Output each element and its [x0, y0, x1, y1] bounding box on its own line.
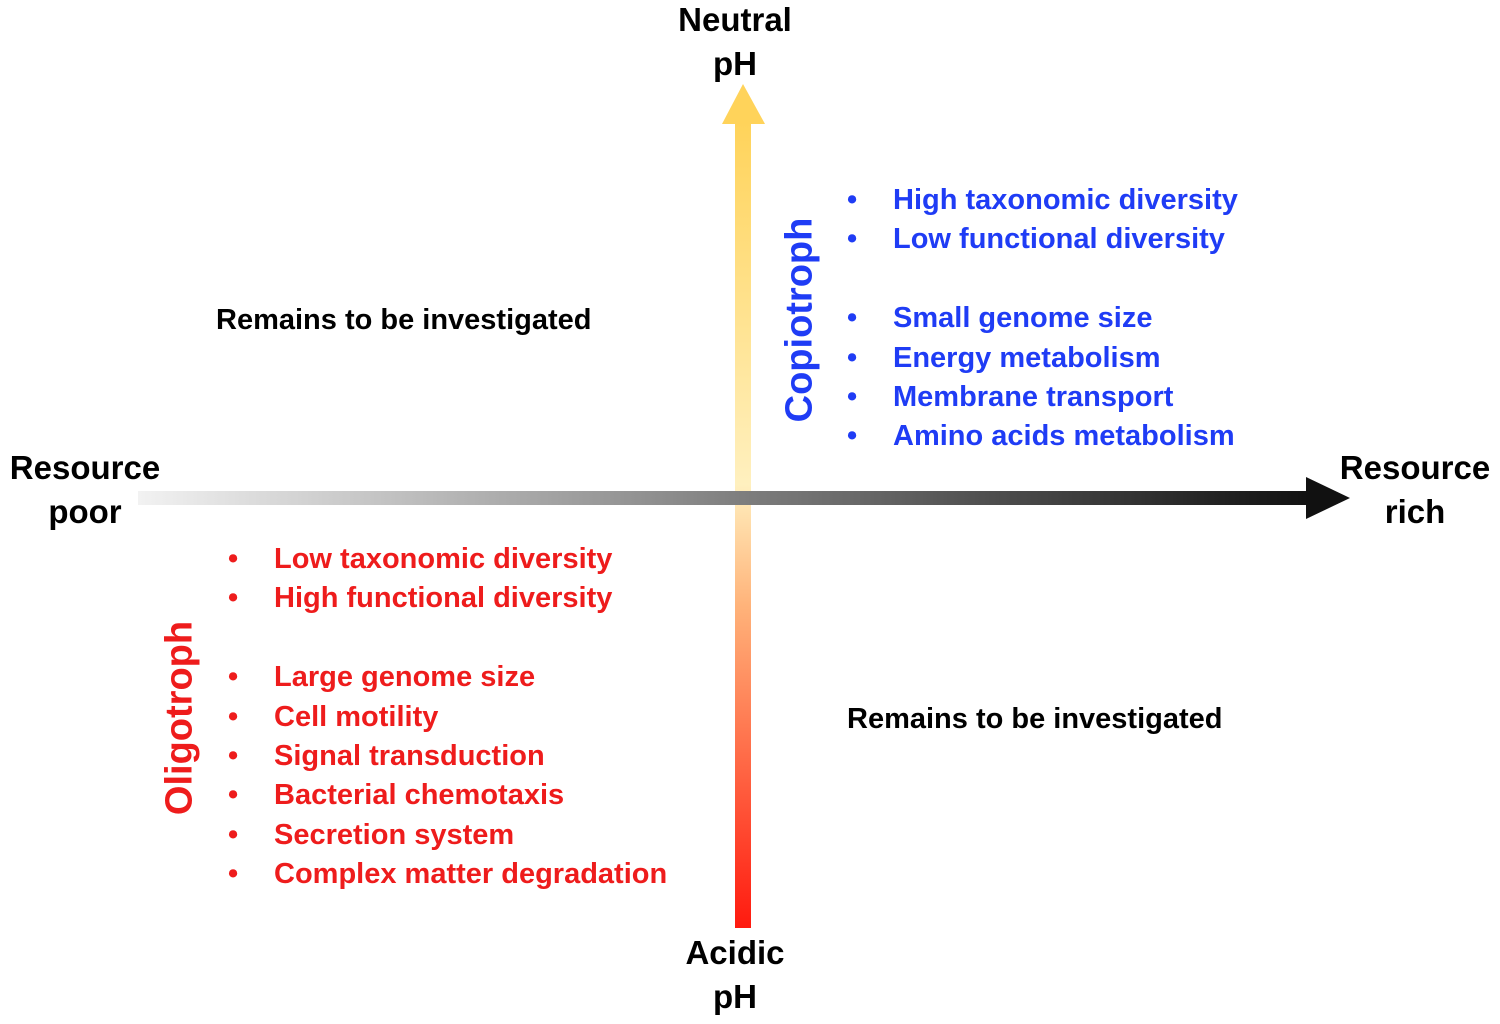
list-item: • Membrane transport: [847, 380, 1174, 413]
list-item: • Energy metabolism: [847, 341, 1161, 374]
list-item: • Bacterial chemotaxis: [228, 779, 565, 812]
list-item: • Signal transduction: [228, 739, 545, 772]
copiotroph-trait-list: • High taxonomic diversity • Low functiona…: [847, 181, 1238, 457]
oligotroph-title: Oligotroph: [158, 620, 201, 816]
neutral-ph-label: Neutral pH: [678, 1, 792, 82]
copiotroph-title: Copiotroph: [778, 217, 821, 423]
list-item: • High taxonomic diversity: [847, 184, 1238, 216]
resource-rich-label: Resource rich: [1339, 449, 1491, 530]
vertical-ph-axis: [722, 84, 765, 928]
list-item: • Complex matter degradation: [228, 858, 668, 891]
acidic-ph-label: Acidic pH: [685, 934, 785, 1015]
list-item: • Small genome size: [847, 302, 1153, 335]
bottom-right-quadrant-note: Remains to be investigated: [847, 703, 1223, 735]
list-item: • High functional diversity: [228, 582, 613, 615]
list-item: • Cell motility: [228, 700, 439, 733]
horizontal-resource-axis: [138, 477, 1350, 519]
top-left-quadrant-note: Remains to be investigated: [216, 304, 592, 336]
oligotroph-trait-list: • Low taxonomic diversity • High functiona…: [228, 540, 667, 895]
list-item: • Large genome size: [228, 661, 536, 694]
list-item: • Low functional diversity: [847, 223, 1225, 256]
list-item: • Low taxonomic diversity: [228, 543, 613, 575]
list-item: • Amino acids metabolism: [847, 420, 1235, 453]
list-item: • Secretion system: [228, 818, 515, 851]
resource-poor-label: Resource poor: [9, 449, 161, 530]
